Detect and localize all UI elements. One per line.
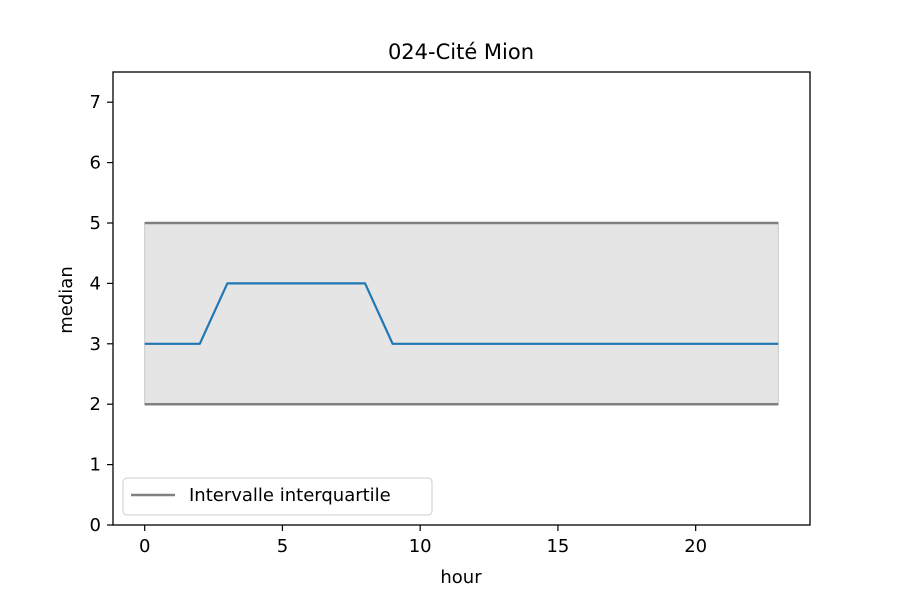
y-tick-label: 2 [90,394,101,415]
series-line-0 [144,282,779,345]
y-tick-label: 0 [90,515,101,536]
x-tick-label: 20 [684,536,707,557]
legend-label-interquartile: Intervalle interquartile [189,485,391,506]
y-tick-label: 4 [90,273,101,294]
y-axis-label: median [56,266,77,333]
legend-box [122,477,433,516]
y-tick-label: 7 [90,92,101,113]
y-tick-label: 1 [90,455,101,476]
band-fill [144,222,779,405]
legend: Intervalle interquartile [122,477,433,516]
plot-area-frame [112,71,811,526]
x-tick-label: 5 [277,536,288,557]
x-tick-label: 10 [409,536,432,557]
y-tick-label: 6 [90,153,101,174]
x-tick-label: 0 [139,536,150,557]
interquartile-band [144,221,779,406]
x-axis-ticks: 0 5 10 15 20 [139,525,707,557]
x-axis-label: hour [440,567,482,588]
y-tick-label: 3 [90,334,101,355]
x-tick-label: 15 [546,536,569,557]
y-axis-ticks: 0 1 2 3 4 5 6 7 [90,92,113,536]
y-tick-label: 5 [90,213,101,234]
chart-title: 024-Cité Mion [388,40,534,64]
series-lines [144,282,779,345]
